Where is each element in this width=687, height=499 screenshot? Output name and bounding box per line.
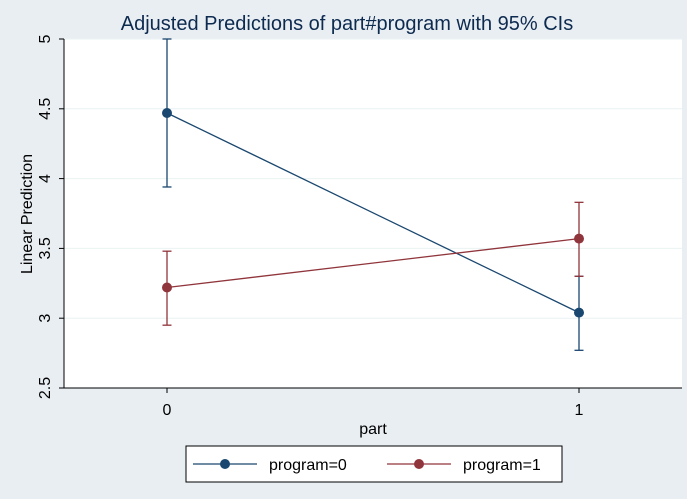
legend-marker <box>220 459 230 469</box>
x-tick-label: 1 <box>575 402 584 419</box>
legend-marker <box>414 459 424 469</box>
series-0 <box>162 38 584 351</box>
x-tick-label: 0 <box>163 402 172 419</box>
data-point <box>162 282 172 293</box>
series-line <box>166 112 580 314</box>
series-line <box>166 237 580 289</box>
chart-title: Adjusted Predictions of part#program wit… <box>121 13 573 35</box>
data-point <box>574 233 584 244</box>
y-tick-label: 4.5 <box>37 98 54 120</box>
y-tick-label: 3 <box>37 314 54 323</box>
y-tick-label: 5 <box>37 34 54 43</box>
series-layer <box>162 38 584 351</box>
data-point <box>574 307 584 318</box>
legend: program=0 program=1 <box>185 445 563 483</box>
y-tick-label: 2.5 <box>37 377 54 399</box>
x-axis-label: part <box>359 421 387 438</box>
series-1 <box>162 201 584 326</box>
legend-label: program=1 <box>463 457 541 474</box>
y-tick-label: 4 <box>37 174 54 183</box>
data-point <box>162 107 172 118</box>
y-axis-label: Linear Prediction <box>19 154 36 274</box>
legend-label: program=0 <box>269 457 347 474</box>
y-tick-label: 3.5 <box>37 237 54 259</box>
legend-item-0: program=0 <box>193 457 347 474</box>
axes: 2.5 3 3.5 4 4.5 5 0 1 <box>37 34 682 419</box>
legend-item-1: program=1 <box>387 457 541 474</box>
